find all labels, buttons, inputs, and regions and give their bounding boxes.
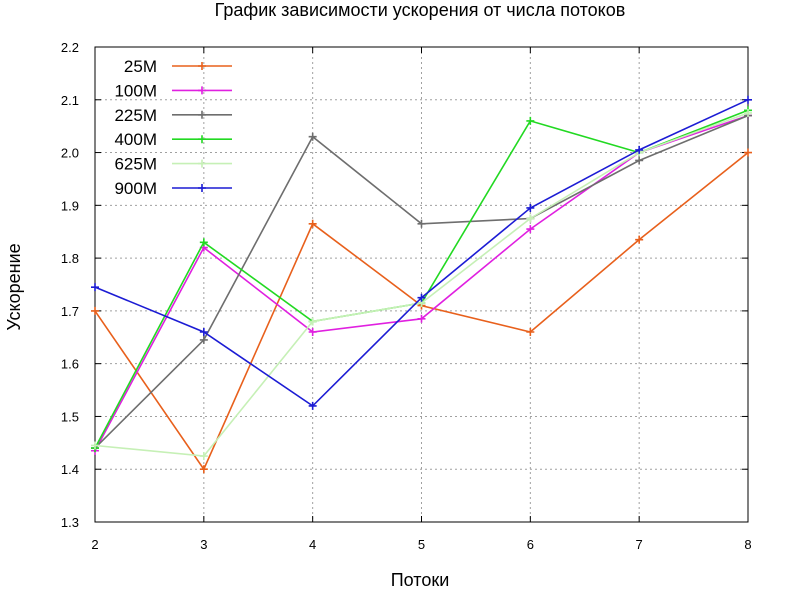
data-point-25M — [526, 328, 535, 336]
data-point-225M — [308, 132, 317, 141]
legend-label: 625M — [114, 155, 157, 174]
data-point-100M — [417, 314, 426, 323]
grid-lines — [95, 47, 748, 522]
legend-swatch-marker — [198, 86, 206, 95]
data-point-100M — [526, 225, 535, 234]
y-tick-label: 2.2 — [61, 40, 79, 55]
legend-swatch-marker — [198, 135, 206, 144]
data-point-625M — [308, 317, 317, 326]
y-tick-label: 1.3 — [61, 515, 79, 530]
data-point-900M — [199, 328, 208, 336]
y-tick-label: 1.7 — [61, 304, 79, 319]
chart-title: График зависимости ускорения от числа по… — [215, 0, 626, 20]
y-tick-label: 1.9 — [61, 198, 79, 213]
data-point-25M — [635, 235, 644, 244]
data-point-25M — [91, 306, 99, 315]
y-tick-label: 1.6 — [61, 357, 79, 372]
x-tick-label: 8 — [744, 537, 751, 552]
data-point-225M — [199, 335, 208, 344]
data-point-400M — [526, 116, 535, 125]
legend-label: 25M — [124, 57, 157, 76]
x-tick-label: 3 — [200, 537, 207, 552]
data-point-100M — [308, 328, 317, 336]
legend-label: 400M — [114, 130, 157, 149]
legend-swatch-marker — [198, 110, 206, 119]
legend-swatch-marker — [198, 62, 206, 70]
legend-label: 225M — [114, 106, 157, 125]
y-tick-label: 2.1 — [61, 93, 79, 108]
data-point-25M — [308, 219, 317, 228]
data-point-625M — [91, 441, 99, 450]
y-tick-label: 2.0 — [61, 146, 79, 161]
tick-labels: 2 3 4 5 6 7 8 1.3 1.4 1.5 1.6 1.7 1.8 1.9 2.0 2.1 2.2 — [61, 40, 752, 552]
legend: 25M 100M 225M 400M 625M 900M — [114, 57, 232, 198]
x-tick-label: 6 — [527, 537, 534, 552]
data-point-225M — [635, 156, 644, 165]
x-axis-label: Потоки — [391, 570, 450, 590]
y-tick-label: 1.5 — [61, 409, 79, 424]
x-tick-label: 7 — [636, 537, 643, 552]
x-tick-label: 2 — [91, 537, 98, 552]
y-axis-label: Ускорение — [4, 243, 24, 330]
data-point-900M — [417, 293, 426, 302]
data-point-900M — [526, 203, 535, 212]
legend-label: 900M — [114, 179, 157, 198]
data-point-25M — [199, 465, 208, 474]
x-tick-label: 5 — [418, 537, 425, 552]
data-point-900M — [91, 283, 99, 292]
y-tick-label: 1.4 — [61, 462, 79, 477]
data-point-25M — [744, 148, 752, 157]
data-point-900M — [308, 401, 317, 410]
series-lines — [91, 95, 752, 474]
x-tick-label: 4 — [309, 537, 316, 552]
data-point-625M — [526, 214, 535, 223]
data-point-625M — [199, 452, 208, 461]
legend-swatch-marker — [198, 184, 206, 192]
series-line-625M — [94, 112, 749, 457]
legend-label: 100M — [114, 81, 157, 100]
data-point-900M — [635, 145, 644, 154]
data-point-400M — [199, 238, 208, 247]
data-point-900M — [744, 95, 752, 104]
data-point-225M — [417, 219, 426, 228]
y-tick-label: 1.8 — [61, 251, 79, 266]
legend-swatch-marker — [198, 159, 206, 168]
data-point-625M — [744, 108, 752, 117]
